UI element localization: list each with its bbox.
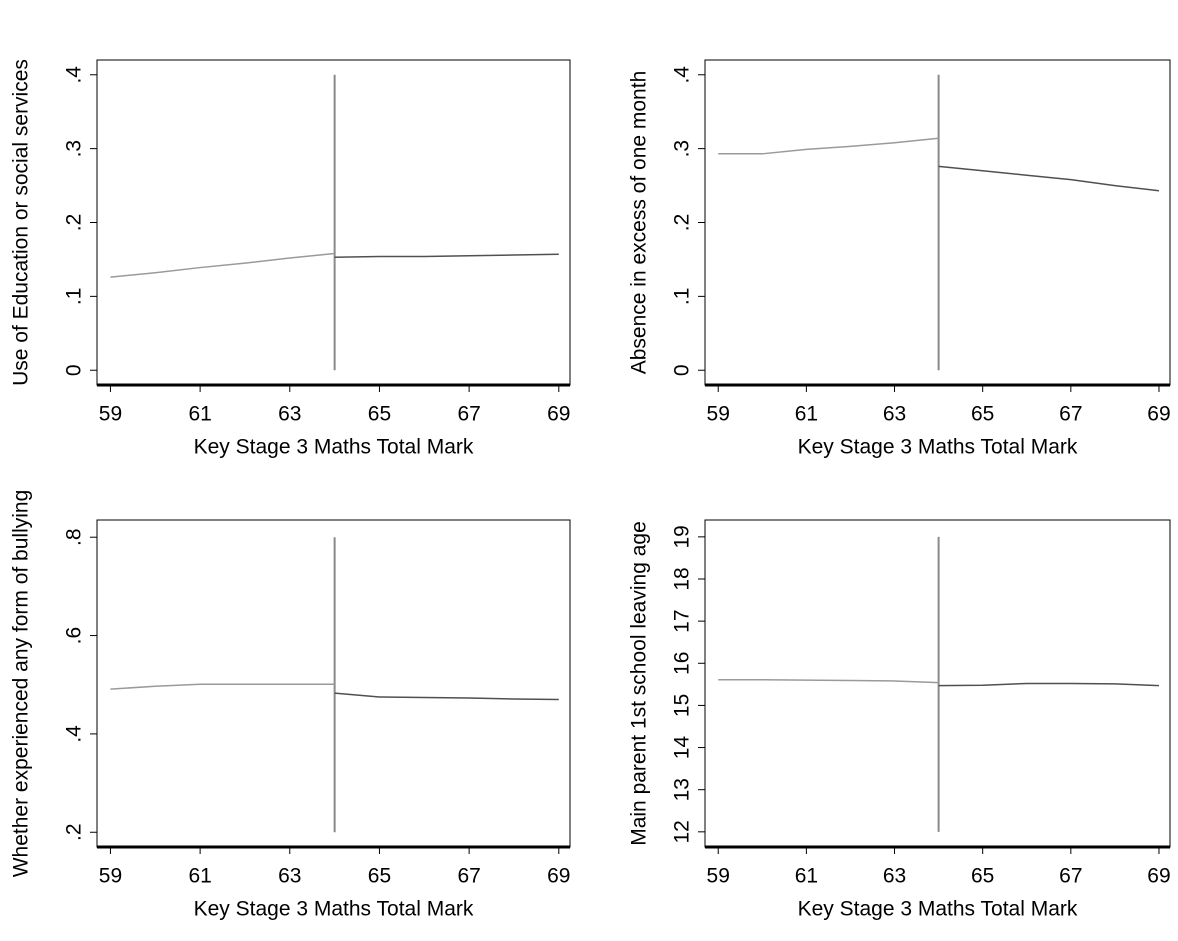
y-tick-label: 14 (671, 736, 694, 760)
y-tick-label: 18 (671, 567, 694, 590)
y-tick-label: 19 (671, 525, 694, 548)
x-tick-label: 63 (883, 865, 906, 888)
x-axis-title: Key Stage 3 Maths Total Mark (798, 436, 1078, 459)
y-tick-label: 17 (671, 609, 694, 632)
series-line (334, 253, 559, 258)
x-tick-label: 61 (795, 403, 818, 426)
x-tick-label: 61 (188, 865, 211, 888)
x-tick-label: 65 (368, 403, 391, 426)
y-tick-label: 16 (671, 652, 694, 675)
y-axis-title: Absence in excess of one month (628, 71, 651, 375)
panel: 0 .1 .2 .3 .4 59 61 63 65 67 69 Key Stage 3 Maths T… (628, 59, 1171, 459)
y-tick-label: .3 (63, 140, 86, 158)
y-tick-label: .2 (671, 214, 694, 232)
y-axis-title: Whether experienced any form of bullying (10, 490, 33, 878)
series-line (938, 682, 1160, 687)
series-line (334, 692, 559, 701)
panel: 0 .1 .2 .3 .4 59 61 63 65 67 69 Key Stage 3 Maths T… (10, 59, 571, 459)
x-tick-label: 63 (278, 865, 301, 888)
x-tick-label: 59 (707, 865, 730, 888)
panel: .2 .4 .6 .8 59 61 63 65 67 69 Key Stage 3 Maths To… (10, 490, 571, 921)
series-line (718, 137, 939, 155)
series-line (938, 165, 1160, 192)
x-tick-label: 61 (795, 865, 818, 888)
y-tick-label: 15 (671, 694, 694, 717)
y-tick-label: .4 (63, 725, 86, 743)
y-tick-label: 0 (63, 364, 86, 376)
y-tick-label: .1 (63, 288, 86, 306)
x-axis-title: Key Stage 3 Maths Total Mark (194, 436, 474, 459)
y-tick-label: 13 (671, 778, 694, 801)
y-tick-label: .6 (63, 627, 86, 645)
x-tick-label: 67 (1059, 403, 1082, 426)
y-tick-label: 0 (671, 364, 694, 376)
x-tick-label: 59 (99, 865, 122, 888)
x-tick-label: 65 (971, 865, 994, 888)
x-axis-title: Key Stage 3 Maths Total Mark (798, 898, 1078, 921)
y-tick-label: .3 (671, 140, 694, 158)
plot-frame (96, 59, 571, 386)
x-tick-label: 69 (547, 403, 570, 426)
x-tick-label: 59 (707, 403, 730, 426)
y-axis-title: Use of Education or social services (10, 59, 33, 386)
x-tick-label: 69 (1147, 403, 1170, 426)
x-axis-title: Key Stage 3 Maths Total Mark (194, 898, 474, 921)
x-tick-label: 61 (188, 403, 211, 426)
series-line (110, 683, 335, 690)
y-axis-title: Main parent 1st school leaving age (628, 521, 651, 846)
y-tick-label: .2 (63, 214, 86, 232)
y-tick-label: .4 (63, 66, 86, 84)
x-tick-label: 69 (1147, 865, 1170, 888)
y-tick-label: .4 (671, 66, 694, 84)
x-tick-label: 63 (278, 403, 301, 426)
x-tick-label: 65 (971, 403, 994, 426)
series-line (110, 252, 335, 278)
x-tick-label: 67 (457, 865, 480, 888)
panel: 12 13 14 15 16 17 18 19 59 61 63 65 67 69 Key Stage 3 … (628, 519, 1171, 921)
y-tick-label: 12 (671, 820, 694, 843)
y-tick-label: .2 (63, 823, 86, 841)
x-tick-label: 65 (368, 865, 391, 888)
x-tick-label: 59 (99, 403, 122, 426)
x-tick-label: 67 (457, 403, 480, 426)
plot-frame (704, 59, 1171, 386)
y-tick-label: .1 (671, 288, 694, 306)
series-line (718, 678, 939, 684)
y-tick-label: .8 (63, 528, 86, 546)
x-tick-label: 67 (1059, 865, 1082, 888)
x-tick-label: 63 (883, 403, 906, 426)
x-tick-label: 69 (547, 865, 570, 888)
